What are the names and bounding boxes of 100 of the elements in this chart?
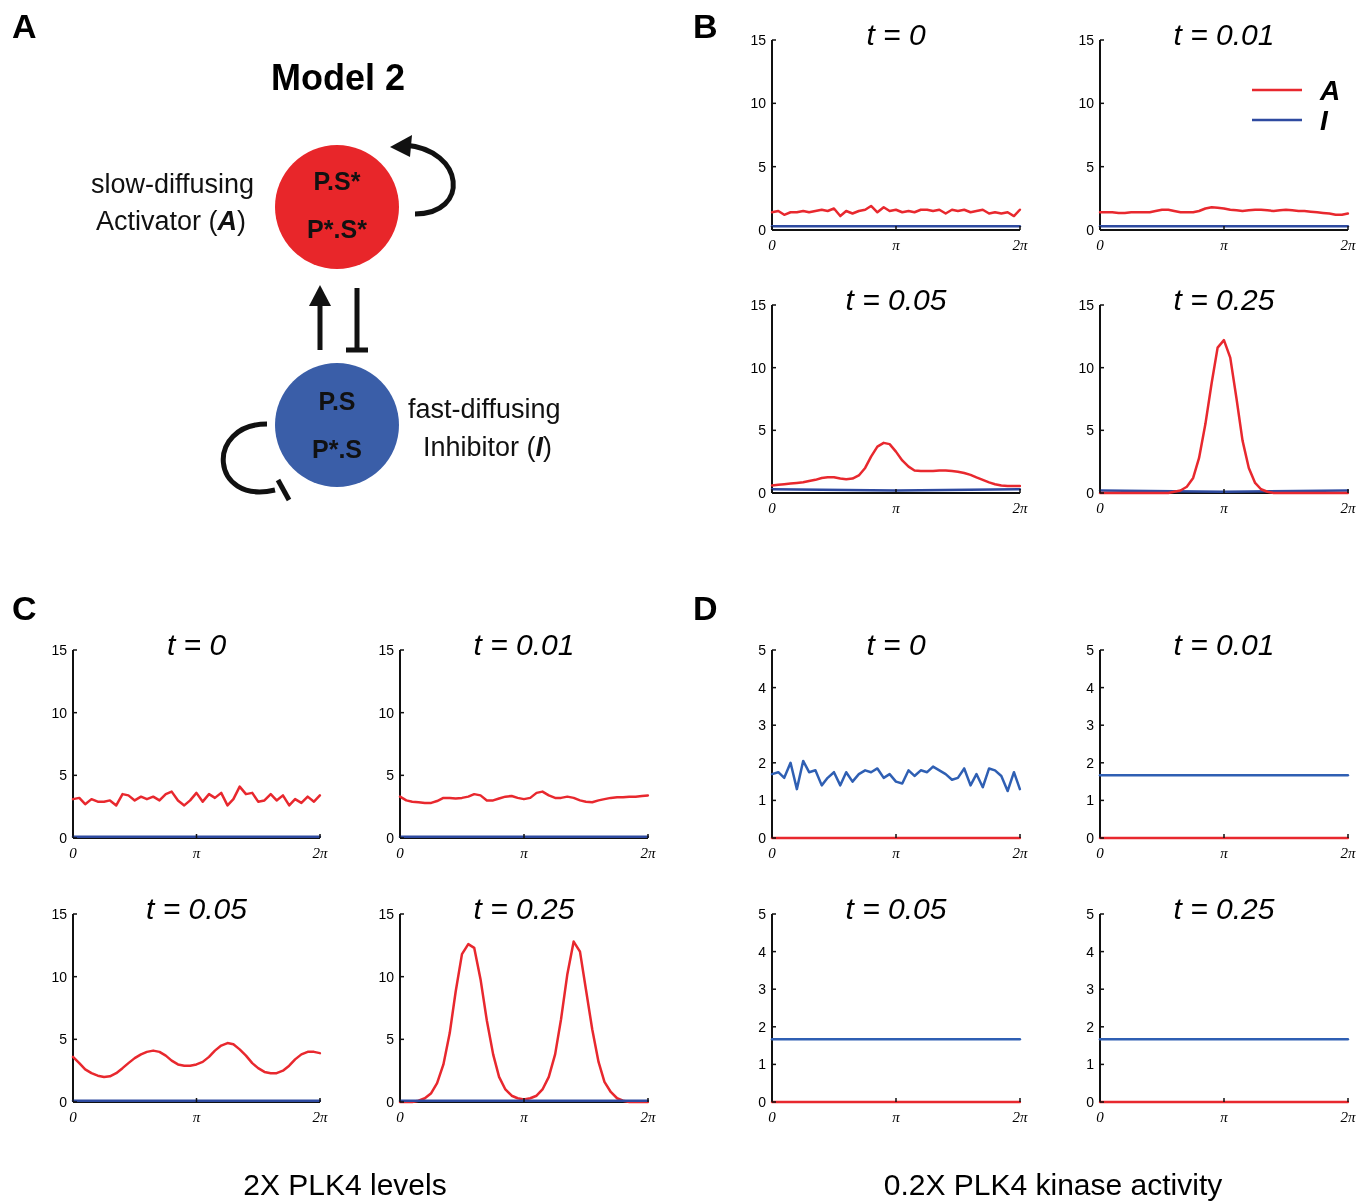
y-tick-label: 4	[1086, 943, 1095, 960]
y-tick-label: 4	[758, 943, 767, 960]
y-tick-label: 15	[378, 905, 395, 922]
x-tick-label: 0	[396, 1109, 405, 1125]
y-tick-label: 15	[51, 641, 68, 658]
y-tick-label: 5	[1086, 422, 1095, 439]
y-tick-label: 0	[1086, 1093, 1095, 1110]
y-tick-label: 4	[758, 679, 767, 696]
line-series	[1098, 205, 1350, 217]
y-tick-label: 0	[1086, 484, 1095, 501]
x-tick-label: π	[892, 237, 901, 253]
text: C	[12, 589, 37, 627]
x-tick-label: 2π	[640, 845, 656, 861]
text: Activator (A)	[95, 206, 246, 236]
y-tick-label: 3	[1086, 717, 1095, 734]
x-tick-label: 0	[1096, 500, 1105, 516]
y-tick-label: 5	[1086, 158, 1095, 175]
y-tick-label: 15	[750, 296, 767, 313]
x-tick-label: 0	[69, 1109, 78, 1125]
chart-title: t = 0	[866, 628, 926, 661]
text: slow-diffusing	[90, 169, 254, 199]
y-tick-label: 5	[758, 905, 767, 922]
x-tick-label: 0	[768, 1109, 777, 1125]
y-tick-label: 0	[758, 829, 767, 846]
y-tick-label: 0	[758, 484, 767, 501]
y-tick-label: 15	[1078, 296, 1095, 313]
legend-label: I	[1320, 104, 1329, 136]
y-tick-label: 2	[1086, 1018, 1095, 1035]
x-tick-label: π	[892, 1109, 901, 1125]
y-tick-label: 15	[378, 641, 395, 658]
chart-title: t = 0.01	[1173, 18, 1275, 51]
x-tick-label: 0	[396, 845, 405, 861]
x-tick-label: 2π	[1340, 845, 1356, 861]
x-tick-label: π	[1220, 845, 1229, 861]
chart-title: t = 0.01	[1173, 628, 1275, 661]
x-tick-label: 2π	[1012, 845, 1028, 861]
chart-title: t = 0.05	[146, 892, 248, 925]
x-tick-label: 2π	[1012, 1109, 1028, 1125]
chart-title: t = 0.05	[845, 892, 947, 925]
y-tick-label: 0	[59, 1093, 68, 1110]
chart-title: t = 0.01	[473, 628, 575, 661]
x-tick-label: 2π	[1340, 237, 1356, 253]
x-tick-label: 2π	[1012, 500, 1028, 516]
y-tick-label: 0	[758, 1093, 767, 1110]
x-tick-label: 2π	[1340, 500, 1356, 516]
text: P*.S	[311, 435, 363, 463]
y-tick-label: 1	[758, 1056, 767, 1073]
y-tick-label: 5	[59, 767, 68, 784]
x-tick-label: 2π	[1340, 1109, 1356, 1125]
y-tick-label: 10	[378, 968, 395, 985]
y-tick-label: 0	[386, 1093, 395, 1110]
text: Model 2	[270, 57, 406, 98]
y-tick-label: 5	[758, 641, 767, 658]
y-tick-label: 3	[758, 717, 767, 734]
line-series	[770, 759, 1022, 793]
chart-title: t = 0.25	[1173, 283, 1275, 316]
y-tick-label: 10	[51, 968, 68, 985]
x-tick-label: 0	[768, 237, 777, 253]
x-tick-label: π	[1220, 1109, 1229, 1125]
chart-title: t = 0	[166, 628, 227, 661]
x-tick-label: π	[1220, 237, 1229, 253]
y-tick-label: 1	[758, 792, 767, 809]
y-tick-label: 3	[1086, 981, 1095, 998]
y-tick-label: 5	[1086, 905, 1095, 922]
line-series	[71, 785, 322, 807]
y-tick-label: 10	[750, 359, 767, 376]
y-tick-label: 3	[758, 981, 767, 998]
y-tick-label: 5	[386, 1031, 395, 1048]
x-tick-label: π	[192, 1109, 201, 1125]
y-tick-label: 0	[386, 829, 395, 846]
y-tick-label: 2	[758, 754, 767, 771]
x-tick-label: 0	[69, 845, 78, 861]
y-tick-label: 0	[1086, 829, 1095, 846]
chart-title: t = 0.25	[1173, 892, 1275, 925]
x-tick-label: 2π	[312, 845, 328, 861]
y-tick-label: 0	[59, 829, 68, 846]
y-tick-label: 0	[758, 221, 767, 238]
text: P.S*	[313, 167, 361, 195]
y-tick-label: 1	[1086, 792, 1095, 809]
text: D	[693, 589, 718, 627]
x-tick-label: 2π	[312, 1109, 328, 1125]
line-series	[398, 790, 650, 805]
text: P*.S*	[307, 215, 368, 243]
line-series	[770, 204, 1022, 218]
y-tick-label: 2	[1086, 754, 1095, 771]
y-tick-label: 4	[1086, 679, 1095, 696]
x-tick-label: 0	[1096, 1109, 1105, 1125]
y-tick-label: 2	[758, 1018, 767, 1035]
y-tick-label: 15	[1078, 31, 1095, 48]
y-tick-label: 15	[750, 31, 767, 48]
chart-title: t = 0	[866, 18, 926, 51]
x-tick-label: 0	[768, 500, 777, 516]
text: fast-diffusing	[408, 394, 561, 424]
x-tick-label: 2π	[640, 1109, 656, 1125]
y-tick-label: 15	[51, 905, 68, 922]
y-tick-label: 1	[1086, 1056, 1095, 1073]
chart-title: t = 0.25	[473, 892, 575, 925]
text: 2X PLK4 levels	[243, 1168, 447, 1201]
text: 0.2X PLK4 kinase activity	[883, 1168, 1223, 1201]
y-tick-label: 10	[378, 704, 395, 721]
